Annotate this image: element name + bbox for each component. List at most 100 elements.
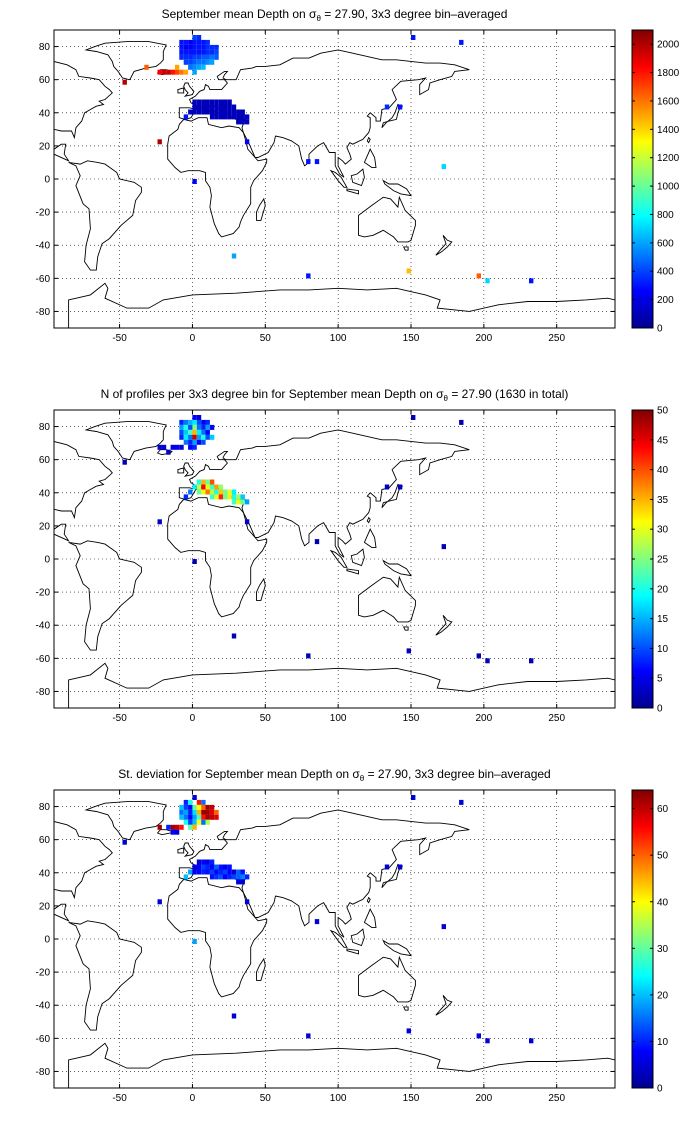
- y-tick-label: 20: [39, 141, 51, 152]
- bin-cell: [192, 434, 197, 440]
- bin-cell: [157, 69, 162, 75]
- title-suffix: = 27.90, 3x3 degree bin–averaged: [364, 767, 550, 781]
- coastline: [256, 957, 266, 981]
- colorbar-tick-label: 10: [657, 1037, 669, 1048]
- bin-cell: [223, 869, 228, 875]
- title-subscript: θ: [444, 394, 449, 403]
- bin-cell: [192, 809, 197, 815]
- bin-cell: [209, 489, 215, 495]
- coastline: [358, 575, 416, 623]
- bin-cell: [201, 484, 206, 490]
- bin-cell: [170, 824, 175, 830]
- coastline: [167, 497, 268, 618]
- bin-cell: [201, 109, 206, 115]
- bin-cell: [157, 139, 162, 145]
- bin-cell: [157, 519, 162, 525]
- bin-cell: [183, 874, 189, 880]
- bin-cell: [192, 99, 197, 105]
- bin-cell: [218, 864, 224, 870]
- bin-cell: [306, 653, 311, 659]
- bin-cell: [209, 99, 215, 105]
- bin-cell: [529, 278, 534, 284]
- bin-cell: [192, 484, 197, 490]
- bin-cell: [179, 424, 184, 430]
- bin-cell: [188, 64, 193, 70]
- title-sigma: σ: [309, 7, 317, 21]
- bin-cell: [209, 104, 215, 110]
- bin-cell: [188, 39, 193, 45]
- coastline: [346, 948, 359, 955]
- coastline: [346, 188, 359, 195]
- coastline: [435, 235, 453, 256]
- y-tick-label: 60: [39, 75, 51, 86]
- bin-cell: [205, 104, 210, 110]
- colorbar-tick-label: 400: [657, 267, 674, 278]
- bin-cells: [122, 415, 534, 664]
- bin-cell: [205, 419, 210, 425]
- bin-cell: [183, 814, 189, 820]
- bin-cell: [188, 809, 193, 815]
- bin-cell: [201, 814, 206, 820]
- bin-cell: [459, 799, 464, 805]
- x-tick-label: 250: [548, 1093, 565, 1104]
- bin-cell: [174, 64, 180, 70]
- bin-cell: [209, 859, 215, 865]
- coastline: [256, 197, 266, 221]
- colorbar-gradient: [631, 29, 654, 329]
- bin-cell: [157, 899, 162, 905]
- bin-cell: [205, 814, 210, 820]
- y-tick-label: 60: [39, 835, 51, 846]
- bin-cell: [196, 419, 202, 425]
- coastline-layer: [54, 801, 615, 1088]
- bin-cell: [397, 484, 403, 490]
- bin-cell: [459, 419, 464, 425]
- bin-cell: [205, 59, 210, 65]
- bin-cell: [209, 484, 215, 490]
- bin-cell: [179, 69, 184, 75]
- bin-cell: [196, 804, 202, 810]
- bin-cell: [209, 44, 215, 50]
- bin-cell: [209, 864, 215, 870]
- colorbar-tick-label: 20: [657, 584, 669, 595]
- coastline: [54, 61, 113, 140]
- bin-cell: [205, 859, 210, 865]
- bin-cell: [236, 114, 241, 120]
- bin-cell: [214, 49, 219, 55]
- colorbar-tick-label: 30: [657, 525, 669, 536]
- bin-cell: [236, 879, 241, 885]
- colorbar-tick-label: 800: [657, 210, 674, 221]
- coastline: [366, 136, 371, 144]
- bin-cell: [214, 874, 219, 880]
- bin-cell: [306, 1033, 311, 1039]
- bin-cell: [196, 429, 202, 435]
- x-tick-label: 150: [403, 1093, 420, 1104]
- bin-cell: [196, 484, 202, 490]
- bin-cell: [314, 159, 320, 165]
- bin-cell: [306, 273, 311, 279]
- bin-cell: [192, 824, 197, 830]
- bin-cell: [183, 429, 189, 435]
- panel-std-deviation: St. deviation for September mean Depth o…: [0, 760, 696, 1140]
- bin-cell: [188, 439, 193, 445]
- bin-cell: [157, 824, 162, 830]
- bin-cell: [205, 424, 210, 430]
- bin-cell: [183, 819, 189, 825]
- coastline: [382, 179, 412, 197]
- bin-cell: [214, 109, 219, 115]
- bin-cell: [214, 44, 219, 50]
- bin-cell: [223, 489, 228, 495]
- coastline: [68, 662, 615, 708]
- bin-cell: [183, 494, 189, 500]
- bin-cell: [218, 104, 224, 110]
- y-tick-label: 80: [39, 42, 51, 53]
- bin-cell: [192, 819, 197, 825]
- bin-cell: [236, 499, 241, 505]
- bin-cell: [196, 799, 202, 805]
- bin-cell: [476, 1033, 481, 1039]
- bin-cell: [459, 39, 464, 45]
- bin-cell: [188, 799, 193, 805]
- bin-cell: [201, 39, 206, 45]
- bin-cell: [218, 109, 224, 115]
- coastline: [68, 920, 142, 1031]
- bin-cell: [240, 879, 245, 885]
